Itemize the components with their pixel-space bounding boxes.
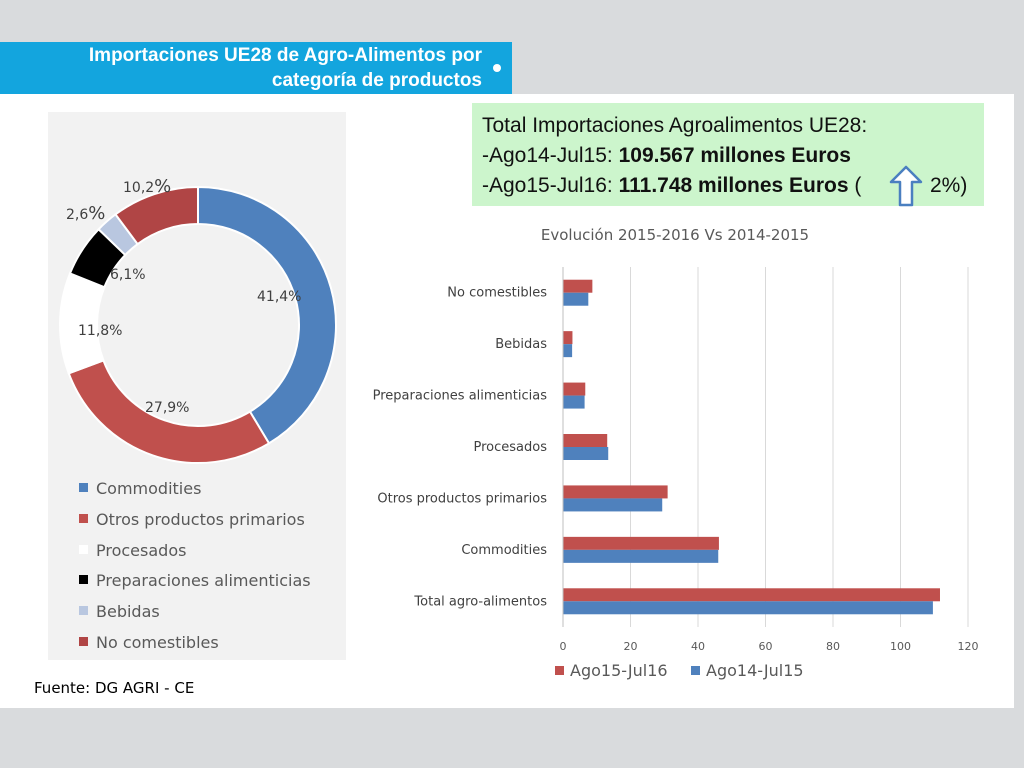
y-category-label: Bebidas <box>495 337 547 352</box>
slice-label-commodities: 41,4% <box>257 289 302 305</box>
legend-item-commodities: Commodities <box>79 478 201 500</box>
legend-item-bebidas: Bebidas <box>79 601 160 623</box>
bar-preparaciones-alimenticias-ago14-jul15 <box>563 395 585 409</box>
bullet-dot-icon <box>493 64 501 72</box>
info-box: Total Importaciones Agroalimentos UE28: … <box>472 103 984 206</box>
bar-otros-productos-primarios-ago14-jul15 <box>563 498 663 512</box>
bar-commodities-ago15-jul16 <box>563 536 719 550</box>
slice-label-preparaciones: 6,1% <box>110 267 146 283</box>
bar-otros-productos-primarios-ago15-jul16 <box>563 485 668 499</box>
y-category-label: Commodities <box>461 543 547 558</box>
donut-chart <box>59 185 337 464</box>
y-category-label: No comestibles <box>447 286 547 301</box>
legend-label-ago15-jul16: Ago15-Jul16 <box>570 661 668 680</box>
legend-swatch <box>79 483 88 492</box>
slice-label-procesados: 11,8% <box>78 323 123 339</box>
x-tick-label: 120 <box>958 640 979 653</box>
info-percent-change: 2%) <box>930 174 968 197</box>
source-note: Fuente: DG AGRI - CE <box>34 679 195 697</box>
donut-slice-no-comestibles <box>114 185 199 246</box>
legend-swatch <box>79 637 88 646</box>
legend-swatch-ago15-jul16 <box>555 666 564 675</box>
page-title: Importaciones UE28 de Agro-Alimentos por… <box>0 43 482 93</box>
title-line-1: Importaciones UE28 de Agro-Alimentos por <box>88 45 482 66</box>
info-line-2: -Ago14-Jul15: 109.567 millones Euros <box>482 144 851 167</box>
bar-total-agro-alimentos-ago15-jul16 <box>563 588 940 602</box>
slice-label-no-comestibles: 10,2% <box>123 176 172 197</box>
y-category-label: Preparaciones alimenticias <box>373 389 548 404</box>
bar-total-agro-alimentos-ago14-jul15 <box>563 601 933 615</box>
y-category-label: Otros productos primarios <box>377 491 547 506</box>
arrow-up-icon <box>889 165 923 207</box>
legend-swatch-ago14-jul15 <box>691 666 700 675</box>
x-tick-label: 80 <box>826 640 840 653</box>
bar-chart-title: Evolución 2015-2016 Vs 2014-2015 <box>541 226 809 244</box>
legend-item-otros-primarios: Otros productos primarios <box>79 509 305 531</box>
legend-item-no-comestibles: No comestibles <box>79 632 219 654</box>
slice-label-otros-primarios: 27,9% <box>145 400 190 416</box>
x-tick-label: 0 <box>560 640 567 653</box>
slice-label-bebidas: 2,6% <box>66 203 106 224</box>
bar-bebidas-ago14-jul15 <box>563 344 573 358</box>
legend-swatch <box>79 575 88 584</box>
info-line-1: Total Importaciones Agroalimentos UE28: <box>482 114 868 137</box>
legend-label-ago14-jul15: Ago14-Jul15 <box>706 661 804 680</box>
legend-swatch <box>79 545 88 554</box>
title-line-2: categoría de productos <box>271 70 482 91</box>
x-tick-label: 40 <box>691 640 705 653</box>
y-category-label: Total agro-alimentos <box>413 594 547 609</box>
bar-no-comestibles-ago14-jul15 <box>563 292 589 306</box>
title-bar <box>0 42 512 94</box>
y-category-label: Procesados <box>474 440 548 455</box>
bar-bebidas-ago15-jul16 <box>563 331 573 345</box>
legend-item-preparaciones: Preparaciones alimenticias <box>79 570 311 592</box>
bar-preparaciones-alimenticias-ago15-jul16 <box>563 382 586 396</box>
bar-procesados-ago15-jul16 <box>563 434 608 447</box>
x-tick-label: 100 <box>890 640 911 653</box>
donut-slice-commodities <box>197 185 337 445</box>
bar-commodities-ago14-jul15 <box>563 549 719 563</box>
bar-no-comestibles-ago15-jul16 <box>563 279 593 293</box>
legend-item-procesados: Procesados <box>79 540 186 562</box>
bar-chart: Evolución 2015-2016 Vs 2014-2015 0 20 40 60 8… <box>373 226 979 680</box>
x-tick-label: 60 <box>759 640 773 653</box>
info-line-3: -Ago15-Jul16: 111.748 millones Euros ( <box>482 174 862 197</box>
x-tick-label: 20 <box>624 640 638 653</box>
legend-swatch <box>79 514 88 523</box>
bar-procesados-ago14-jul15 <box>563 447 609 460</box>
legend-swatch <box>79 606 88 615</box>
